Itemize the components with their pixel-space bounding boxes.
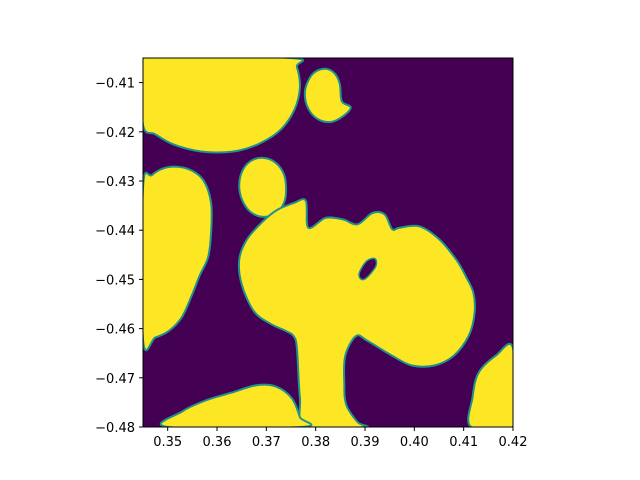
x-tick-label: 0.37	[252, 435, 281, 450]
left-blob	[143, 165, 213, 352]
top-circle	[303, 67, 352, 124]
bottom-right-blob	[467, 342, 513, 427]
y-tick-label: −0.44	[95, 224, 135, 239]
x-tick-label: 0.35	[153, 435, 182, 450]
x-axis: 0.35 0.36 0.37 0.38 0.39 0.40 0.41 0.42	[153, 427, 527, 450]
x-tick-label: 0.39	[351, 435, 380, 450]
x-tick-label: 0.38	[301, 435, 330, 450]
y-tick-label: −0.46	[95, 323, 135, 338]
x-tick-label: 0.42	[499, 435, 528, 450]
heatmap-regions	[143, 58, 513, 427]
y-tick-label: −0.45	[95, 273, 135, 288]
y-tick-label: −0.41	[95, 77, 135, 92]
central-blob	[237, 198, 476, 427]
y-axis: −0.41 −0.42 −0.43 −0.44 −0.45 −0.46 −0.47 −0.48	[95, 77, 143, 436]
y-tick-label: −0.48	[95, 421, 135, 436]
top-left-blob	[143, 58, 305, 154]
y-tick-label: −0.47	[95, 372, 135, 387]
x-tick-label: 0.40	[400, 435, 429, 450]
y-tick-label: −0.42	[95, 126, 135, 141]
x-tick-label: 0.36	[203, 435, 232, 450]
central-hole	[358, 257, 378, 281]
y-tick-label: −0.43	[95, 175, 135, 190]
plot-frame	[142, 57, 514, 428]
x-tick-label: 0.41	[449, 435, 478, 450]
